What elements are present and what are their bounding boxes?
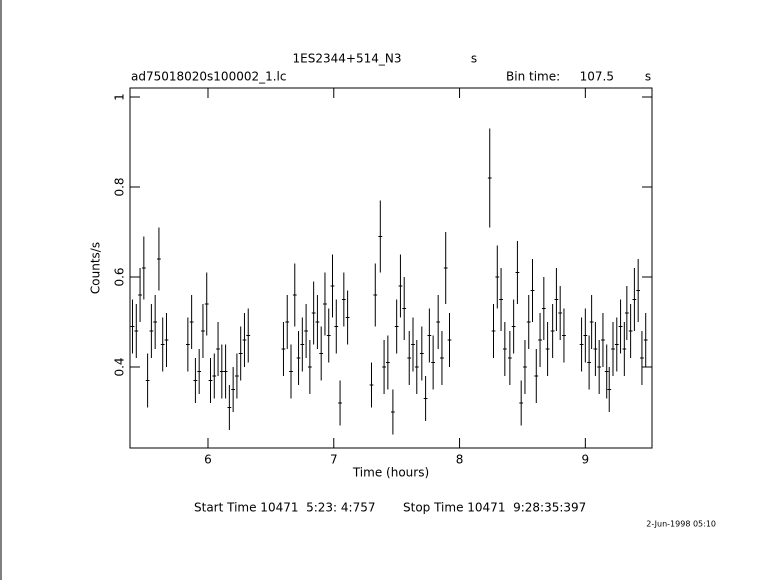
start-time: Start Time 10471 5:23: 4:757	[194, 501, 376, 515]
y-tick-label: 0.6	[113, 267, 127, 286]
file-name: ad75018020s100002_1.lc	[131, 70, 287, 84]
x-tick-label: 7	[330, 453, 338, 467]
date-stamp: 2-Jun-1998 05:10	[646, 520, 716, 529]
bin-time-label: Bin time:	[506, 70, 560, 84]
y-tick-label: 1	[113, 93, 127, 101]
y-tick-label: 0.8	[113, 177, 127, 196]
y-tick-label: 0.4	[113, 357, 127, 376]
bin-time: 107.5	[580, 70, 614, 84]
title-unit: s	[471, 52, 477, 66]
plot-frame	[129, 87, 653, 449]
x-tick-label: 9	[582, 453, 590, 467]
x-tick-label: 8	[456, 453, 464, 467]
chart-title: 1ES2344+514_N3	[293, 52, 402, 66]
stop-time: Stop Time 10471 9:28:35:397	[403, 501, 586, 515]
bin-time-unit: s	[645, 70, 651, 84]
y-axis-label: Counts/s	[89, 242, 103, 294]
x-axis-label: Time (hours)	[352, 466, 429, 480]
x-tick-label: 6	[204, 453, 212, 467]
